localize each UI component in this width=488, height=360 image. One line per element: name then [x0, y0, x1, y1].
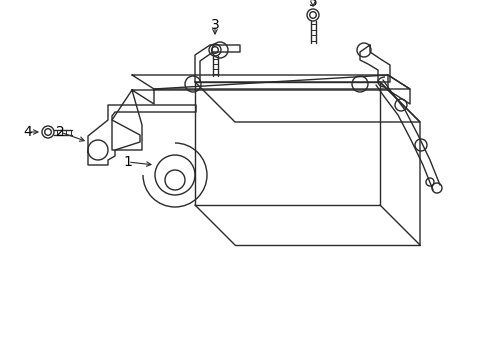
Text: 1: 1 — [123, 155, 132, 169]
Text: 4: 4 — [23, 125, 32, 139]
Text: 3: 3 — [210, 18, 219, 32]
Text: 2: 2 — [56, 125, 64, 139]
Text: 5: 5 — [308, 0, 317, 9]
